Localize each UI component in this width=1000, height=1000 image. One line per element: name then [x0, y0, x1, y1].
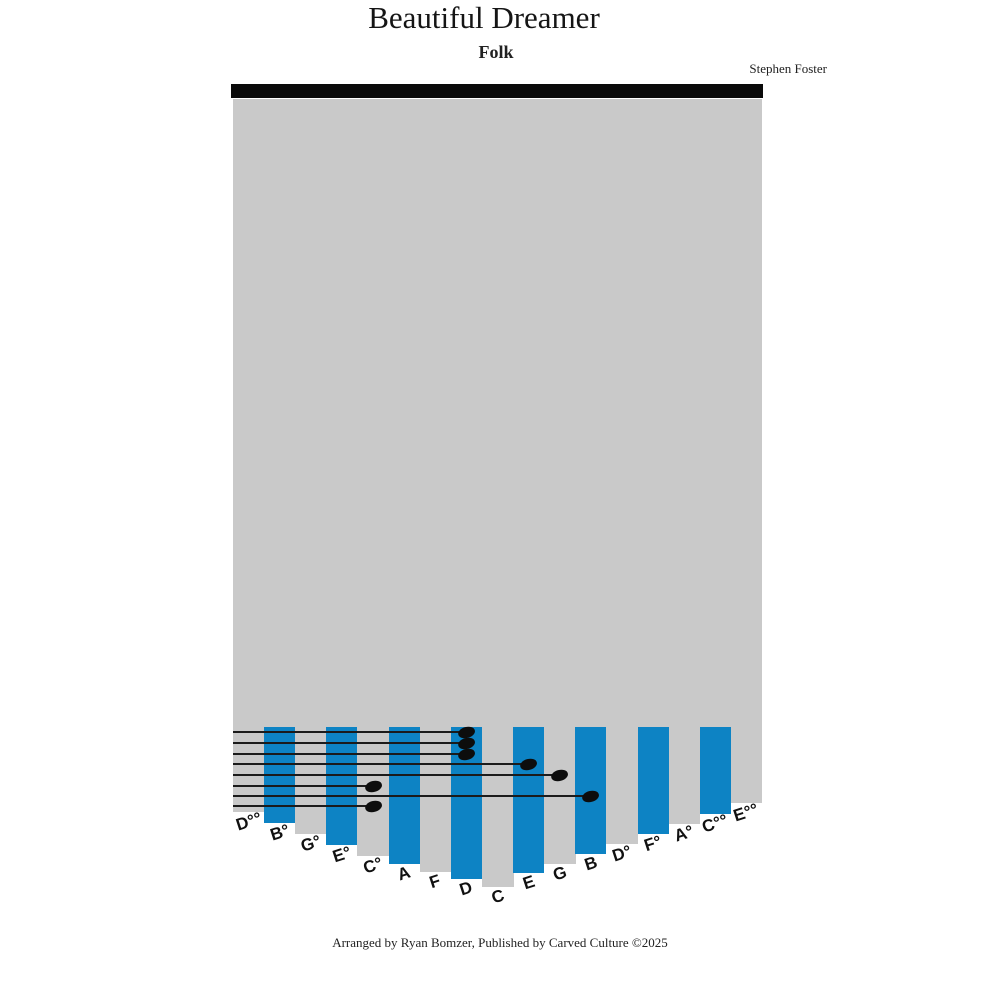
note-line: [233, 741, 469, 745]
composer-credit: Stephen Foster: [749, 61, 827, 76]
tine-blue: [637, 727, 669, 834]
tine-label: G°: [298, 831, 324, 856]
page-subtitle: Folk: [478, 42, 514, 62]
tine-label: D°°: [233, 808, 264, 835]
tine-label: D: [457, 877, 475, 900]
tine-gray: [730, 799, 763, 803]
note-line: [233, 752, 469, 756]
tine-label: E: [520, 871, 537, 894]
tine-label: G: [550, 862, 569, 885]
kalimba-body: [233, 99, 762, 800]
tine-label: A: [395, 862, 413, 885]
note-line: [233, 794, 593, 798]
page-title: Beautiful Dreamer: [368, 0, 600, 35]
note-line: [233, 762, 531, 766]
tine-label: A°: [672, 821, 697, 846]
tine-gray: [606, 799, 639, 844]
tine-blue: [513, 727, 545, 873]
tine-gray: [544, 799, 576, 864]
tine-label: E°: [330, 842, 354, 867]
tine-blue: [699, 727, 731, 814]
tine-label: B: [581, 852, 600, 875]
tine-label: E°°: [731, 799, 762, 826]
tine-label: C: [488, 885, 507, 908]
footer-credit: Arranged by Ryan Bomzer, Published by Ca…: [332, 935, 668, 950]
kalimba-head-bar: [231, 84, 763, 98]
note-line: [233, 730, 469, 734]
tine-label: F: [427, 870, 443, 893]
tine-label: B°: [267, 820, 292, 845]
note-line: [233, 784, 376, 788]
tine-label: F°: [641, 831, 665, 856]
tine-gray: [419, 799, 452, 872]
tine-gray: [668, 799, 701, 824]
tine-gray: [481, 799, 514, 887]
tine-label: C°°: [699, 810, 731, 837]
note-line: [233, 773, 562, 777]
tine-label: C°: [360, 853, 385, 878]
tine-label: D°: [609, 841, 634, 866]
note-line: [233, 804, 376, 808]
